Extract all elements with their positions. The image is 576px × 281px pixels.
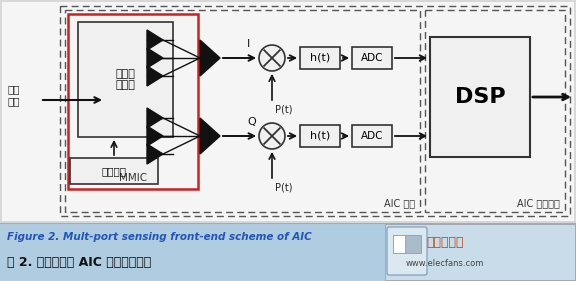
Bar — [393, 235, 405, 253]
Bar — [300, 125, 340, 147]
Bar — [2, 2, 574, 221]
Bar — [60, 6, 570, 216]
Text: P(t): P(t) — [275, 104, 293, 114]
Polygon shape — [200, 40, 220, 76]
Circle shape — [259, 45, 285, 71]
Bar — [393, 235, 421, 253]
Text: MMIC: MMIC — [119, 173, 147, 183]
Bar — [70, 158, 158, 184]
Text: Q: Q — [247, 117, 256, 127]
Bar — [430, 37, 530, 157]
Text: 六端口
结前端: 六端口 结前端 — [116, 69, 135, 90]
Text: 图 2. 多端口传感 AIC 前端结构框图: 图 2. 多端口传感 AIC 前端结构框图 — [7, 257, 151, 269]
Bar — [352, 125, 392, 147]
Text: P(t): P(t) — [275, 182, 293, 192]
Bar — [78, 22, 173, 137]
Bar — [425, 10, 565, 212]
Text: DSP: DSP — [454, 87, 505, 107]
Text: www.elecfans.com: www.elecfans.com — [406, 259, 484, 268]
Text: Figure 2. Mult-port sensing front-end scheme of AIC: Figure 2. Mult-port sensing front-end sc… — [7, 232, 312, 242]
Text: 参考载波: 参考载波 — [101, 166, 127, 176]
Text: 射频
输入: 射频 输入 — [8, 84, 21, 106]
Text: ADC: ADC — [361, 53, 383, 63]
Polygon shape — [147, 48, 163, 68]
Text: 电子发烧友: 电子发烧友 — [426, 237, 464, 250]
Polygon shape — [147, 126, 163, 146]
Text: I: I — [247, 39, 250, 49]
Text: AIC 前端: AIC 前端 — [384, 198, 415, 208]
Text: AIC 信息解调: AIC 信息解调 — [517, 198, 560, 208]
Polygon shape — [147, 108, 163, 128]
Circle shape — [259, 123, 285, 149]
Polygon shape — [147, 66, 163, 86]
Bar — [68, 14, 198, 189]
Bar — [0, 223, 576, 281]
Bar — [65, 10, 420, 212]
Bar — [385, 224, 575, 280]
Text: h(t): h(t) — [310, 53, 330, 63]
Bar — [300, 47, 340, 69]
Text: ADC: ADC — [361, 131, 383, 141]
FancyBboxPatch shape — [387, 227, 427, 275]
Polygon shape — [147, 30, 163, 50]
Text: h(t): h(t) — [310, 131, 330, 141]
Bar — [352, 47, 392, 69]
Polygon shape — [147, 144, 163, 164]
Bar — [0, 0, 576, 223]
Polygon shape — [200, 118, 220, 154]
